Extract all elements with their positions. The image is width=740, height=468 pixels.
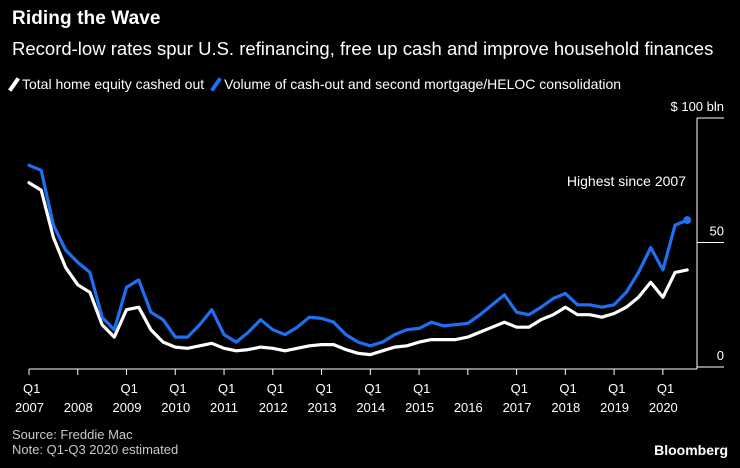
x-tick-quarter-label: Q1 [559,381,576,396]
x-tick-year-label: 2011 [210,400,238,415]
legend-swatch-blue [210,76,223,92]
x-tick-year-label: 2014 [356,400,385,415]
x-tick-year-label: 2012 [259,400,288,415]
y-tick-label: 0 [717,348,724,363]
series-line-equity-cashed-out [27,181,689,357]
x-tick-quarter-label: Q1 [267,381,284,396]
source-note: Source: Freddie Mac [12,427,133,442]
x-tick-year-label: 2015 [405,400,434,415]
estimate-note: Note: Q1-Q3 2020 estimated [12,442,179,457]
x-tick-quarter-label: Q1 [608,381,625,396]
highlight-dot [683,216,692,225]
legend: Total home equity cashed out Volume of c… [8,76,631,92]
x-tick-quarter-label: Q1 [169,381,186,396]
x-tick-year-label: 2008 [64,400,93,415]
x-tick-quarter-label: Q1 [121,381,138,396]
x-tick-quarter-label: Q1 [316,381,333,396]
x-tick-year-label: 2018 [551,400,580,415]
x-tick-year-label: 2007 [15,400,44,415]
x-tick-year-label: 2017 [503,400,532,415]
x-tick-year-label: 2019 [600,400,629,415]
x-tick-year-label: 2016 [454,400,483,415]
x-tick-quarter-label: Q1 [364,381,381,396]
x-tick-quarter-label: Q1 [413,381,430,396]
x-tick-quarter-label: Q1 [218,381,235,396]
x-tick-year-label: 2009 [113,400,142,415]
series-line-consolidation-volume [27,163,689,348]
annotation-label: Highest since 2007 [567,173,686,189]
legend-item-volume: Volume of cash-out and second mortgage/H… [210,76,622,92]
line-chart: $ 100 bln 50 0 Q1 2007 2008 Q1 2009 Q1 2010 Q1 2011… [15,99,725,415]
y-tick-label: 50 [710,224,724,239]
chart-subtitle: Record-low rates spur U.S. refinancing, … [12,38,714,59]
x-tick-quarter-label: Q1 [511,381,528,396]
bloomberg-logo: Bloomberg [654,442,728,458]
legend-item-equity: Total home equity cashed out [8,76,205,92]
x-tick-quarter-label: Q1 [657,381,674,396]
x-tick-year-label: 2013 [308,400,337,415]
x-tick-quarter-label: Q1 [23,381,40,396]
chart-title: Riding the Wave [12,8,161,29]
x-tick-year-label: 2010 [161,400,190,415]
y-tick-label: $ 100 bln [671,99,725,114]
legend-label-volume: Volume of cash-out and second mortgage/H… [224,76,622,92]
x-tick-year-label: 2020 [649,400,678,415]
legend-swatch-white [8,76,20,92]
legend-label-equity: Total home equity cashed out [22,76,205,92]
